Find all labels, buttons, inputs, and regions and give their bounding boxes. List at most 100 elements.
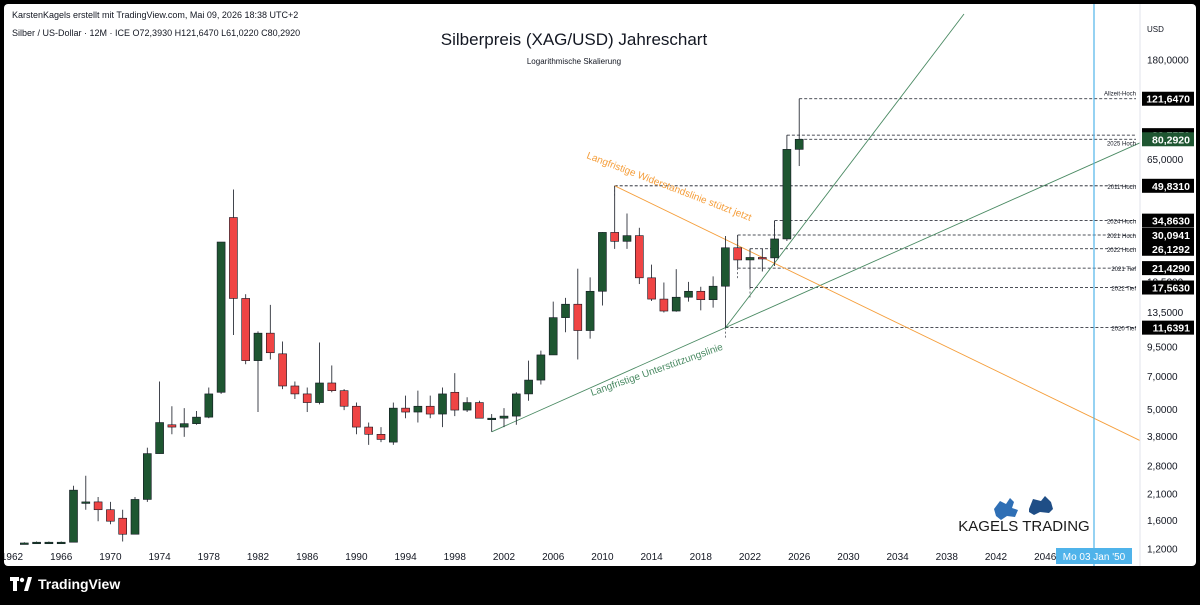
level-name: 2020 Tief — [1111, 327, 1136, 333]
x-tick-label: 2018 — [690, 552, 713, 563]
tradingview-logo[interactable]: TradingView — [10, 576, 120, 592]
x-tick-label: 2022 — [739, 552, 762, 563]
candle-body — [32, 541, 41, 545]
candle-body — [536, 354, 546, 381]
candle-body — [352, 405, 361, 428]
candle-body — [475, 402, 484, 419]
candle-body — [573, 303, 583, 331]
tradingview-icon — [10, 577, 32, 591]
y-tick-label: 3,8000 — [1147, 432, 1178, 443]
price-box — [1142, 261, 1194, 276]
x-tick-label: 2010 — [591, 552, 614, 563]
attribution-text: KarstenKagels erstellt mit TradingView.c… — [12, 10, 299, 20]
candle-body — [524, 379, 533, 395]
candle-body — [302, 393, 312, 403]
candle-body — [450, 391, 460, 411]
y-tick-label: 9,5000 — [1147, 342, 1178, 353]
price-box — [1142, 213, 1194, 228]
price-box-label: 11,6391 — [1153, 323, 1191, 335]
candle-body — [69, 489, 78, 543]
candle-body — [278, 353, 287, 387]
footer-bar: TradingView — [0, 566, 1200, 605]
y-tick-label: 5,0000 — [1147, 405, 1178, 416]
candle-body — [721, 247, 730, 287]
ohlc-values: O72,3930 H121,6470 L61,0220 C80,2920 — [132, 28, 301, 38]
tradingview-brand: TradingView — [38, 576, 121, 592]
candle-body — [413, 405, 423, 413]
candle-body — [204, 393, 214, 418]
candle-body — [44, 541, 54, 545]
candle-body — [610, 232, 620, 242]
price-box-label: 34,8630 — [1152, 216, 1190, 228]
price-box-label: 80,2920 — [1152, 134, 1190, 146]
x-tick-label: 2038 — [936, 552, 959, 563]
price-box — [1142, 132, 1194, 147]
symbol-label: Silber / US-Dollar · 12M · ICE — [12, 28, 131, 38]
candle-body — [216, 241, 226, 393]
price-box — [1142, 280, 1194, 295]
resistance-line-label: Langfristige Widerstandslinie stützt jet… — [585, 151, 753, 224]
x-tick-label: 2034 — [886, 552, 909, 563]
price-box — [1142, 227, 1194, 242]
candle-body — [81, 501, 91, 504]
candle-body — [622, 235, 632, 242]
y-tick-label: 7,0000 — [1147, 372, 1178, 383]
candle-body — [327, 382, 337, 391]
y-tick-label: 1,6000 — [1147, 516, 1178, 527]
steep-support-trendline — [725, 13, 965, 328]
price-box — [1142, 241, 1194, 256]
candle-body — [179, 423, 189, 428]
candle-body — [376, 434, 386, 440]
level-name: 2022 Hoch — [1107, 248, 1136, 254]
candle-body — [425, 405, 435, 415]
candle-body — [487, 417, 497, 420]
x-tick-label: 1998 — [444, 552, 467, 563]
currency-label: USD — [1147, 25, 1164, 34]
price-box-label: 26,1292 — [1152, 244, 1190, 256]
level-name: Allzeit-Hoch — [1104, 92, 1136, 98]
candle-body — [499, 415, 509, 419]
candle-body — [671, 296, 681, 312]
candle-body — [388, 407, 398, 443]
level-name: 2021 Hoch — [1107, 234, 1136, 240]
price-box-label: 17,5630 — [1152, 283, 1190, 295]
candle-body — [511, 393, 521, 417]
x-tick-label: 2006 — [542, 552, 565, 563]
candle-body — [118, 517, 127, 535]
candle-body — [192, 416, 201, 424]
candle-body — [241, 298, 250, 361]
cursor-date-box — [1056, 548, 1132, 564]
x-tick-label: 1974 — [148, 552, 171, 563]
candle-body — [401, 407, 410, 413]
candle-body — [143, 453, 152, 500]
candle-body — [561, 303, 570, 318]
x-tick-label: 2030 — [837, 552, 860, 563]
candle-body — [548, 317, 558, 356]
candle-body — [659, 298, 669, 312]
x-tick-label: 2042 — [985, 552, 1008, 563]
candle-body — [696, 290, 706, 301]
candle-body — [290, 385, 300, 395]
y-tick-label: 2,1000 — [1147, 490, 1178, 501]
candle-body — [782, 149, 792, 240]
price-box-label: 121,6470 — [1146, 94, 1190, 106]
price-box — [1142, 178, 1194, 193]
y-tick-label: 13,5000 — [1147, 308, 1184, 319]
candle-body — [647, 277, 656, 300]
kagels-logo-icon — [994, 496, 1053, 520]
candle-body — [315, 382, 324, 403]
support-trendline — [491, 142, 1141, 433]
kagels-trading-watermark: KAGELS TRADING — [958, 518, 1089, 535]
x-tick-label: 1966 — [50, 552, 73, 563]
resistance-trendline — [614, 185, 1141, 441]
price-chart[interactable]: Langfristige Unterstützungslinie Langfris… — [4, 4, 1196, 566]
candle-body — [598, 232, 607, 292]
x-tick-label: 2014 — [640, 552, 663, 563]
level-name: 2022 Tief — [1111, 287, 1136, 293]
chart-area[interactable]: Langfristige Unterstützungslinie Langfris… — [4, 4, 1196, 566]
level-name: 2025 Hoch — [1107, 141, 1136, 147]
level-name: 2024 Hoch — [1107, 220, 1136, 226]
candle-body — [733, 247, 743, 261]
candle-body — [757, 257, 767, 260]
candle-body — [745, 257, 755, 261]
